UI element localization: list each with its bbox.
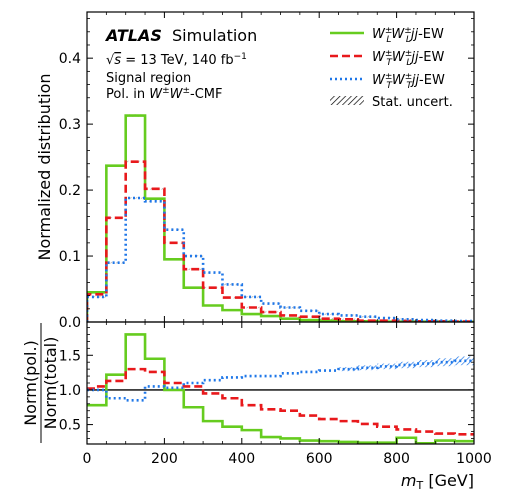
ratio-wtwt-uncert-18 — [415, 359, 436, 368]
top-ticks-ytick-label-1: 0.1 — [59, 249, 81, 265]
top-wtwt-uncert-17 — [415, 319, 436, 321]
top-ticks-ytick-label-0: 0.0 — [59, 315, 81, 331]
top-wtwt-uncert-18 — [435, 319, 455, 322]
region-label: Signal region — [106, 71, 191, 86]
top-y-axis-title: Normalized distribution — [35, 74, 54, 261]
ratio-y-numerator: Norm(pol.) — [21, 340, 40, 426]
x-tick-label-2: 400 — [228, 451, 255, 467]
top-ticks-ytick-label-4: 0.4 — [59, 51, 81, 67]
top-ticks-ytick-label-3: 0.3 — [59, 117, 81, 133]
top-ticks-ytick-label-2: 0.2 — [59, 183, 81, 199]
ratio-series-wtwl — [87, 367, 474, 436]
x-tick-label-0: 0 — [83, 451, 92, 467]
top-wtwt-uncert-19 — [454, 320, 474, 322]
svg-text:W±TW±Ljj-EW: W± TW± Ljj-EW — [372, 49, 444, 68]
ratio-y-axis-title: Norm(pol.) Norm(total) — [21, 323, 60, 443]
ratio-series-wlwl — [87, 333, 474, 444]
top-wtwt-uncert-1 — [106, 261, 126, 264]
legend: W± LW± Ljj-EW W± TW± Ljj-EW W± TW± Tjj-EW Stat… — [330, 26, 453, 110]
x-tick-label-5: 1000 — [456, 451, 492, 467]
top-wtwl-uncert-14 — [357, 319, 378, 322]
energy-lumi-label: √s = 13 TeV, 140 fb−1 — [106, 52, 247, 68]
x-tick-label-4: 800 — [383, 451, 410, 467]
atlas-label: ATLAS Simulation — [104, 26, 257, 45]
legend-entry-stat: Stat. uncert. — [330, 95, 453, 110]
top-wtwl-uncert-11 — [299, 315, 320, 318]
top-wtwt-uncert-0 — [87, 296, 107, 298]
top-wtwt-uncert-2 — [125, 197, 146, 199]
ratio-series-wtwt — [87, 359, 474, 402]
top-wtwt-uncert-4 — [164, 228, 184, 231]
frame-label: Pol. in W±W±-CMF — [106, 86, 222, 102]
x-tick-label-3: 600 — [306, 451, 333, 467]
top-wtwt-uncert-6 — [203, 271, 223, 274]
status-label: Simulation — [172, 26, 257, 45]
svg-text:W±LW±Ljj-EW: W± LW± Ljj-EW — [372, 26, 444, 45]
ratio-panel: 0 200 400 600 800 1000 0.5 1.0 1.5 — [59, 321, 492, 467]
top-series-wtwt — [87, 196, 474, 322]
top-series-wlwl — [87, 114, 474, 322]
svg-text:W±TW±Tjj-EW: W± TW± Tjj-EW — [372, 72, 445, 91]
x-tick-label-1: 200 — [151, 451, 178, 467]
top-wtwt-uncert-8 — [241, 296, 262, 298]
top-wtwt-uncert-14 — [357, 315, 378, 318]
top-wtwl-uncert-7 — [222, 296, 242, 299]
legend-entry-wtwl: W± TW± Ljj-EW — [330, 49, 444, 68]
bot-ticks-ytick-label-0: 0.5 — [59, 418, 81, 434]
x-axis-title: mT [GeV] — [401, 471, 474, 492]
ratio-wtwt-uncert-16 — [377, 363, 397, 370]
ratio-wtwt-uncert-17 — [396, 361, 416, 369]
bot-ticks-ytick-label-1: 1.0 — [59, 383, 81, 399]
top-wtwt-uncert-16 — [396, 318, 416, 321]
top-wtwt-uncert-11 — [299, 310, 320, 312]
legend-entry-wlwl: W± LW± Ljj-EW — [330, 26, 444, 45]
legend-entry-wtwt: W± TW± Tjj-EW — [330, 72, 445, 91]
top-wtwt-uncert-9 — [261, 302, 281, 305]
svg-text:Stat. uncert.: Stat. uncert. — [372, 95, 453, 110]
ratio-wtwt-uncert-19 — [435, 358, 455, 367]
bot-ticks-ytick-label-2: 1.5 — [59, 348, 81, 364]
top-wtwt-uncert-15 — [377, 317, 397, 319]
experiment-label: ATLAS — [104, 26, 162, 45]
ratio-y-denominator: Norm(total) — [41, 337, 60, 430]
top-series-wtwl — [87, 160, 474, 322]
top-wtwt-uncert-13 — [338, 314, 358, 317]
top-wtwt-uncert-5 — [183, 255, 204, 257]
top-wtwl-uncert-17 — [415, 320, 436, 322]
